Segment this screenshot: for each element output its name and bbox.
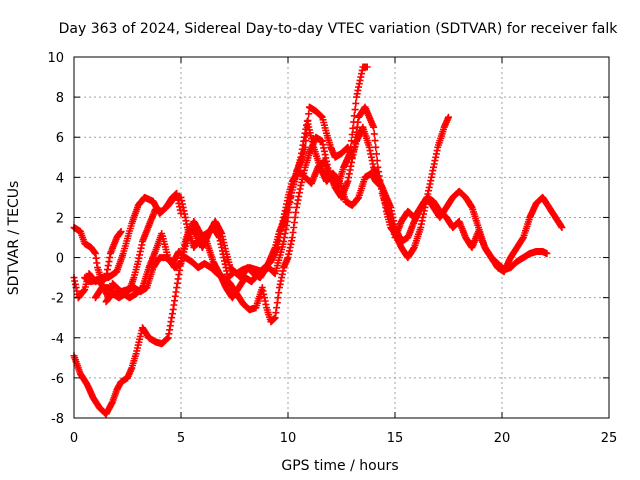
x-tick-label: 10 bbox=[280, 431, 297, 446]
y-tick-label: 2 bbox=[56, 211, 64, 226]
y-tick-label: -2 bbox=[51, 292, 64, 307]
x-tick-label: 0 bbox=[70, 431, 78, 446]
y-tick-label: 4 bbox=[56, 171, 64, 186]
x-tick-label: 20 bbox=[494, 431, 511, 446]
y-tick-label: -4 bbox=[51, 332, 64, 347]
x-tick-label: 25 bbox=[601, 431, 618, 446]
axis-ticks: 0 5 10 15 20 25 -8 -6 -4 -2 0 2 4 6 8 10 bbox=[47, 51, 617, 446]
point-marks bbox=[81, 63, 371, 302]
x-tick-label: 15 bbox=[387, 431, 404, 446]
y-tick-label: 10 bbox=[47, 51, 64, 66]
y-tick-label: -6 bbox=[51, 372, 64, 387]
y-tick-label: -8 bbox=[51, 412, 64, 427]
x-tick-label: 5 bbox=[177, 431, 185, 446]
y-tick-label: 6 bbox=[56, 131, 64, 146]
y-tick-label: 8 bbox=[56, 91, 64, 106]
y-axis-label: SDTVAR / TECUs bbox=[6, 181, 22, 296]
y-tick-label: 0 bbox=[56, 252, 64, 267]
chart-title: Day 363 of 2024, Sidereal Day-to-day VTE… bbox=[59, 21, 619, 37]
series-track-6 bbox=[81, 63, 371, 302]
x-axis-label: GPS time / hours bbox=[281, 458, 398, 474]
plot-border bbox=[73, 56, 610, 419]
